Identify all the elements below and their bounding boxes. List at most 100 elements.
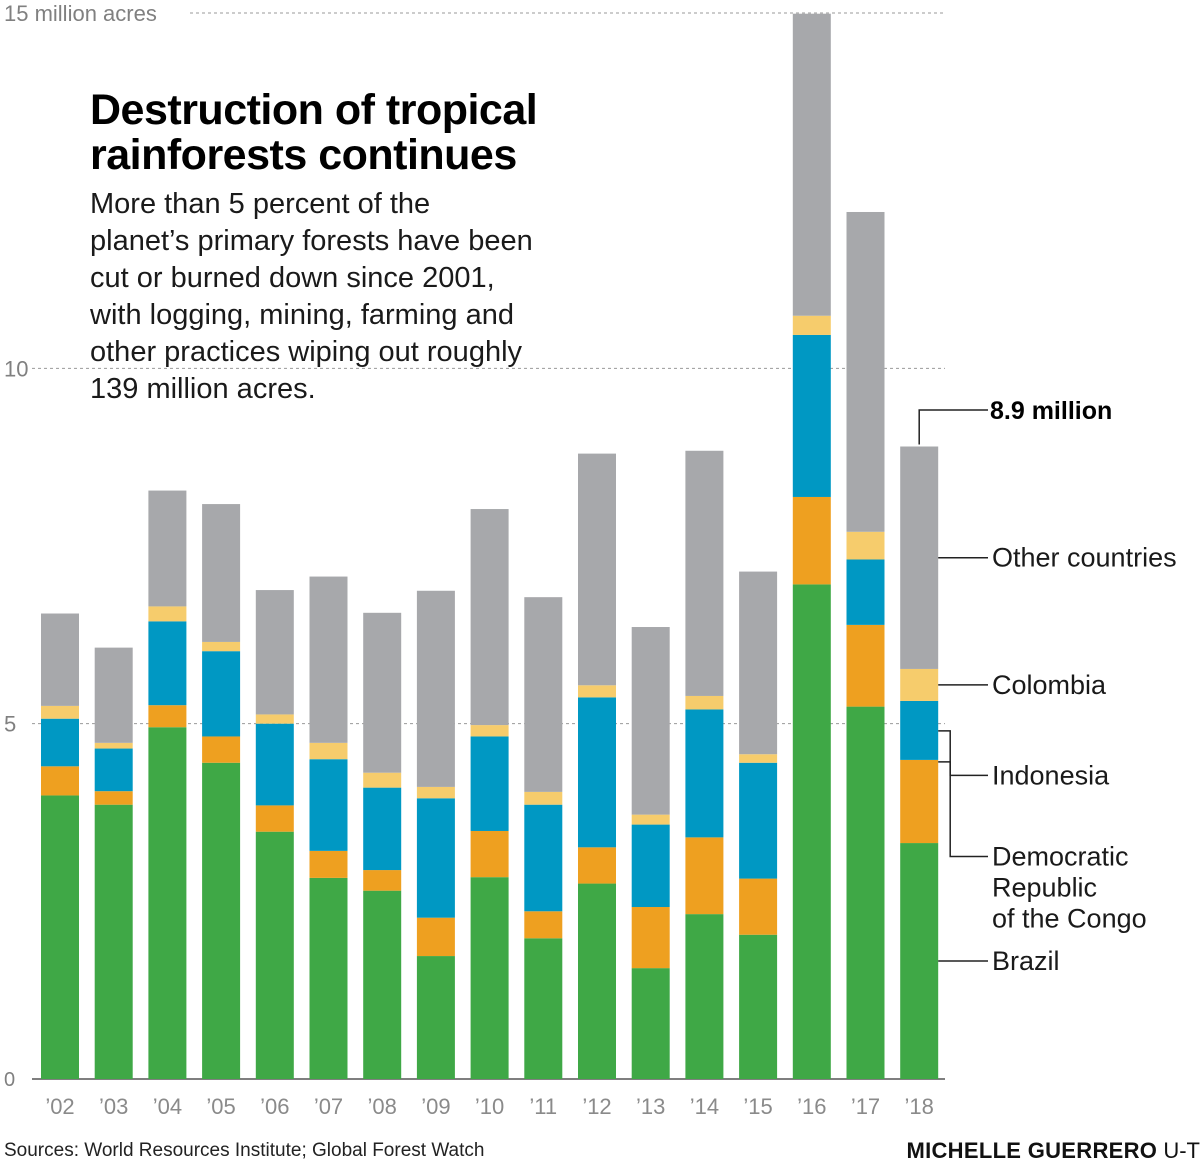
bar-segment [846, 624, 885, 707]
bar-segment [470, 736, 509, 831]
legend-leader-line [938, 761, 988, 858]
y-tick-label: 0 [4, 1069, 15, 1091]
bar-segment [739, 878, 778, 935]
bar-segment [255, 805, 294, 832]
legend-label: Brazil [992, 946, 1060, 976]
bar-segment [41, 766, 79, 796]
legend-label: Other countries [992, 543, 1177, 573]
x-tick-label: ’12 [582, 1094, 611, 1119]
bar-segment [900, 446, 939, 669]
bar-segment [309, 877, 348, 1079]
bar-segment [363, 870, 402, 891]
x-tick-label: ’14 [690, 1094, 719, 1119]
bar-segment [202, 762, 241, 1079]
bar-segment [792, 315, 831, 335]
x-tick-label: ’07 [314, 1094, 343, 1119]
bar-segment [739, 754, 778, 763]
legend-label: Indonesia [992, 760, 1110, 790]
x-tick-label: ’09 [421, 1094, 450, 1119]
bar-segment [202, 651, 241, 737]
bar-segment [41, 718, 79, 767]
x-tick-label: ’05 [206, 1094, 235, 1119]
x-tick-label: ’10 [475, 1094, 504, 1119]
bar-segment [363, 772, 402, 788]
x-tick-label: ’17 [851, 1094, 880, 1119]
bar-segment [792, 334, 831, 497]
x-axis-ticks: ’02 ’03 ’04 ’05 ’06 ’07 ’08 ’09 ’10 ’11 ’12 ’13 ’14 ’… [45, 1094, 934, 1119]
bar-segment [470, 725, 509, 737]
bar-segment [148, 705, 187, 728]
bar-segment [631, 814, 670, 825]
bar-segment [94, 742, 133, 749]
bar-segment [792, 496, 831, 585]
bar-segment [846, 531, 885, 560]
bar-segment [470, 877, 509, 1079]
bar-segment [416, 590, 455, 787]
bar-segment [148, 727, 187, 1079]
bars [41, 13, 939, 1079]
x-tick-label: ’08 [368, 1094, 397, 1119]
bar-segment [255, 723, 294, 806]
bar-segment [94, 804, 133, 1079]
credit-name: MICHELLE GUERRERO [906, 1138, 1158, 1163]
bar-segment [255, 590, 294, 715]
bar-segment [94, 647, 133, 743]
total-leader-line [918, 409, 988, 445]
legend: Brazil Democratic Republic of the Congo Indo… [938, 543, 1177, 976]
x-tick-label: ’11 [529, 1094, 557, 1119]
x-tick-label: ’16 [797, 1094, 826, 1119]
x-tick-label: ’13 [636, 1094, 665, 1119]
legend-label: Democratic Republic of the Congo [992, 841, 1147, 933]
bar-segment [900, 759, 939, 844]
total-annotation: 8.9 million [918, 397, 1112, 445]
title-block: Destruction of tropical rainforests cont… [90, 88, 630, 408]
bar-segment [94, 748, 133, 792]
y-tick-label: 5 [4, 712, 16, 737]
bar-segment [846, 211, 885, 532]
bar-segment [578, 847, 616, 884]
bar-segment [685, 450, 724, 696]
bar-segment [846, 706, 885, 1079]
bar-segment [416, 956, 455, 1079]
bar-segment [524, 597, 563, 792]
bar-segment [148, 621, 187, 706]
x-tick-label: ’04 [153, 1094, 182, 1119]
bar-segment [631, 907, 670, 969]
bar-segment [524, 791, 563, 805]
bar-segment [524, 804, 563, 912]
x-tick-label: ’06 [260, 1094, 289, 1119]
bar-segment [202, 504, 241, 642]
bar-segment [685, 695, 724, 710]
x-tick-label: ’02 [45, 1094, 74, 1119]
bar-segment [631, 824, 670, 908]
bar-segment [631, 627, 670, 815]
y-tick-label: 15 million acres [4, 1, 157, 26]
bar-segment [309, 742, 348, 760]
bar-segment [739, 934, 778, 1079]
bar-segment [470, 509, 509, 726]
bar-segment [41, 613, 79, 706]
bar-segment [416, 786, 455, 799]
bar-segment [739, 571, 778, 755]
bar-segment [416, 917, 455, 957]
bar-segment [578, 697, 616, 848]
bar-segment [524, 938, 563, 1079]
bar-segment [255, 831, 294, 1079]
credit-org: U-T [1163, 1138, 1200, 1163]
chart-subtitle: More than 5 percent of the planet’s prim… [90, 188, 533, 405]
bar-segment [685, 914, 724, 1079]
bar-segment [578, 883, 616, 1079]
bar-segment [363, 612, 402, 773]
bar-segment [309, 850, 348, 878]
bar-segment [148, 606, 187, 622]
bar-segment [41, 795, 79, 1079]
bar-segment [148, 490, 187, 607]
y-tick-label: 10 [4, 356, 28, 381]
bar-segment [309, 576, 348, 743]
legend-label: Colombia [992, 670, 1107, 700]
bar-segment [846, 559, 885, 625]
bar-segment [416, 798, 455, 918]
bar-segment [739, 762, 778, 879]
bar-segment [792, 584, 831, 1079]
bar-segment [685, 709, 724, 838]
